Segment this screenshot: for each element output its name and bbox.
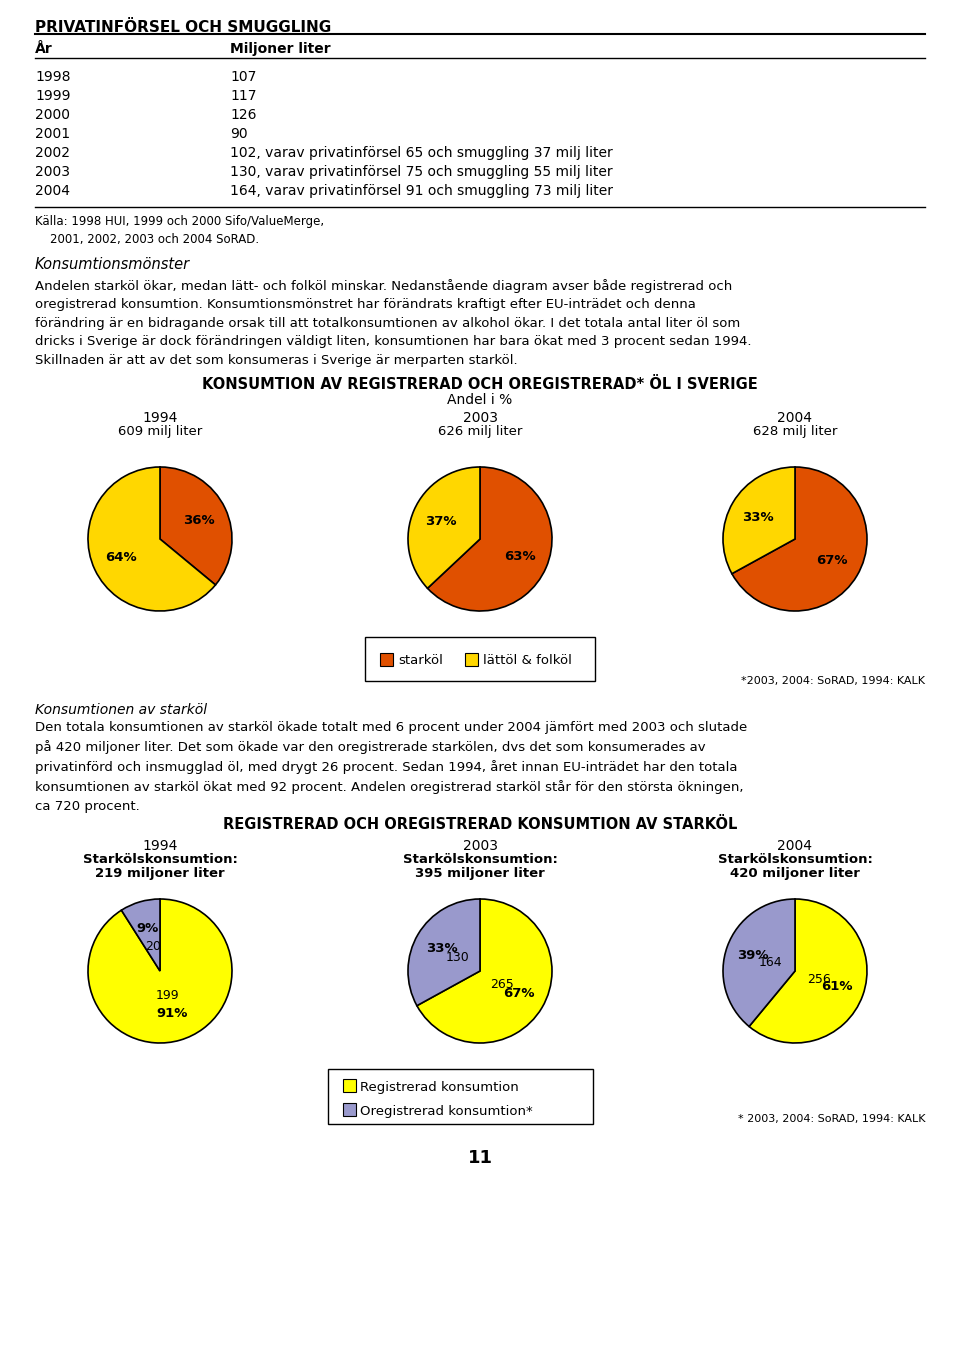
Text: 164: 164 — [758, 955, 782, 969]
Bar — [380, 652, 393, 666]
Text: 1998: 1998 — [35, 70, 70, 85]
Text: 90: 90 — [230, 127, 248, 141]
Text: 2004: 2004 — [35, 184, 70, 198]
Text: lättöl & folköl: lättöl & folköl — [483, 654, 572, 667]
Text: Andel i %: Andel i % — [447, 393, 513, 407]
Text: Oregistrerad konsumtion*: Oregistrerad konsumtion* — [361, 1106, 533, 1118]
Text: starköl: starköl — [398, 654, 443, 667]
Text: 39%: 39% — [737, 950, 769, 962]
Text: Den totala konsumtionen av starköl ökade totalt med 6 procent under 2004 jämfört: Den totala konsumtionen av starköl ökade… — [35, 721, 747, 812]
Text: 2000: 2000 — [35, 108, 70, 121]
Text: 1994: 1994 — [142, 411, 178, 425]
Text: 2001: 2001 — [35, 127, 70, 141]
Text: 64%: 64% — [105, 551, 136, 564]
Text: 33%: 33% — [426, 942, 457, 954]
Wedge shape — [749, 900, 867, 1043]
Text: 219 miljoner liter: 219 miljoner liter — [95, 867, 225, 880]
Text: 67%: 67% — [503, 987, 534, 1001]
Text: 63%: 63% — [504, 550, 536, 562]
Bar — [327, 1069, 592, 1123]
Text: 609 milj liter: 609 milj liter — [118, 425, 203, 438]
Bar — [343, 1103, 355, 1117]
Text: 2004: 2004 — [778, 839, 812, 853]
Text: 628 milj liter: 628 milj liter — [753, 425, 837, 438]
Wedge shape — [427, 467, 552, 612]
Text: 37%: 37% — [424, 516, 456, 528]
Text: 126: 126 — [230, 108, 256, 121]
Wedge shape — [723, 900, 795, 1026]
Text: 61%: 61% — [821, 980, 852, 992]
Text: PRIVATINFÖRSEL OCH SMUGGLING: PRIVATINFÖRSEL OCH SMUGGLING — [35, 20, 331, 35]
Text: 395 miljoner liter: 395 miljoner liter — [415, 867, 545, 880]
Text: 2003: 2003 — [463, 839, 497, 853]
Text: 256: 256 — [807, 973, 831, 987]
Wedge shape — [732, 467, 867, 612]
Text: 36%: 36% — [183, 515, 215, 527]
Text: 1999: 1999 — [35, 89, 70, 102]
Wedge shape — [88, 467, 215, 612]
Text: 2002: 2002 — [35, 146, 70, 160]
Wedge shape — [121, 900, 160, 971]
Text: 626 milj liter: 626 milj liter — [438, 425, 522, 438]
Wedge shape — [88, 900, 232, 1043]
Text: 20: 20 — [145, 939, 160, 953]
Text: Konsumtionsmönster: Konsumtionsmönster — [35, 257, 190, 272]
Text: 117: 117 — [230, 89, 256, 102]
Text: Andelen starköl ökar, medan lätt- och folköl minskar. Nedanstående diagram avser: Andelen starköl ökar, medan lätt- och fo… — [35, 278, 752, 367]
Text: *2003, 2004: SoRAD, 1994: KALK: *2003, 2004: SoRAD, 1994: KALK — [741, 676, 925, 687]
Text: REGISTRERAD OCH OREGISTRERAD KONSUMTION AV STARKÖL: REGISTRERAD OCH OREGISTRERAD KONSUMTION … — [223, 818, 737, 833]
Text: Starkölskonsumtion:: Starkölskonsumtion: — [717, 853, 873, 865]
Text: 2003: 2003 — [35, 165, 70, 179]
Text: Konsumtionen av starköl: Konsumtionen av starköl — [35, 703, 207, 717]
Wedge shape — [723, 467, 795, 573]
Text: 9%: 9% — [136, 921, 158, 935]
Bar — [465, 652, 478, 666]
Text: 91%: 91% — [156, 1007, 188, 1021]
Text: 164, varav privatinförsel 91 och smuggling 73 milj liter: 164, varav privatinförsel 91 och smuggli… — [230, 184, 613, 198]
Text: * 2003, 2004: SoRAD, 1994: KALK: * 2003, 2004: SoRAD, 1994: KALK — [737, 1114, 925, 1123]
Wedge shape — [408, 900, 480, 1006]
Text: 420 miljoner liter: 420 miljoner liter — [730, 867, 860, 880]
Bar — [365, 637, 595, 681]
Wedge shape — [417, 900, 552, 1043]
Text: 130: 130 — [445, 951, 469, 964]
Text: 11: 11 — [468, 1149, 492, 1167]
Wedge shape — [408, 467, 480, 588]
Text: 107: 107 — [230, 70, 256, 85]
Text: Starkölskonsumtion:: Starkölskonsumtion: — [83, 853, 237, 865]
Text: 1994: 1994 — [142, 839, 178, 853]
Text: 2004: 2004 — [778, 411, 812, 425]
Text: KONSUMTION AV REGISTRERAD OCH OREGISTRERAD* ÖL I SVERIGE: KONSUMTION AV REGISTRERAD OCH OREGISTRER… — [203, 377, 757, 392]
Text: Starkölskonsumtion:: Starkölskonsumtion: — [402, 853, 558, 865]
Text: Källa: 1998 HUI, 1999 och 2000 Sifo/ValueMerge,
    2001, 2002, 2003 och 2004 So: Källa: 1998 HUI, 1999 och 2000 Sifo/Valu… — [35, 216, 324, 246]
Text: 265: 265 — [491, 977, 515, 991]
Text: 2003: 2003 — [463, 411, 497, 425]
Text: 102, varav privatinförsel 65 och smuggling 37 milj liter: 102, varav privatinförsel 65 och smuggli… — [230, 146, 612, 160]
Text: 199: 199 — [156, 990, 180, 1002]
Text: 67%: 67% — [816, 554, 848, 568]
Bar — [343, 1078, 355, 1092]
Wedge shape — [160, 467, 232, 584]
Text: 33%: 33% — [742, 511, 774, 524]
Text: Miljoner liter: Miljoner liter — [230, 42, 330, 56]
Text: År: År — [35, 42, 53, 56]
Text: 130, varav privatinförsel 75 och smuggling 55 milj liter: 130, varav privatinförsel 75 och smuggli… — [230, 165, 612, 179]
Text: Registrerad konsumtion: Registrerad konsumtion — [361, 1081, 519, 1093]
